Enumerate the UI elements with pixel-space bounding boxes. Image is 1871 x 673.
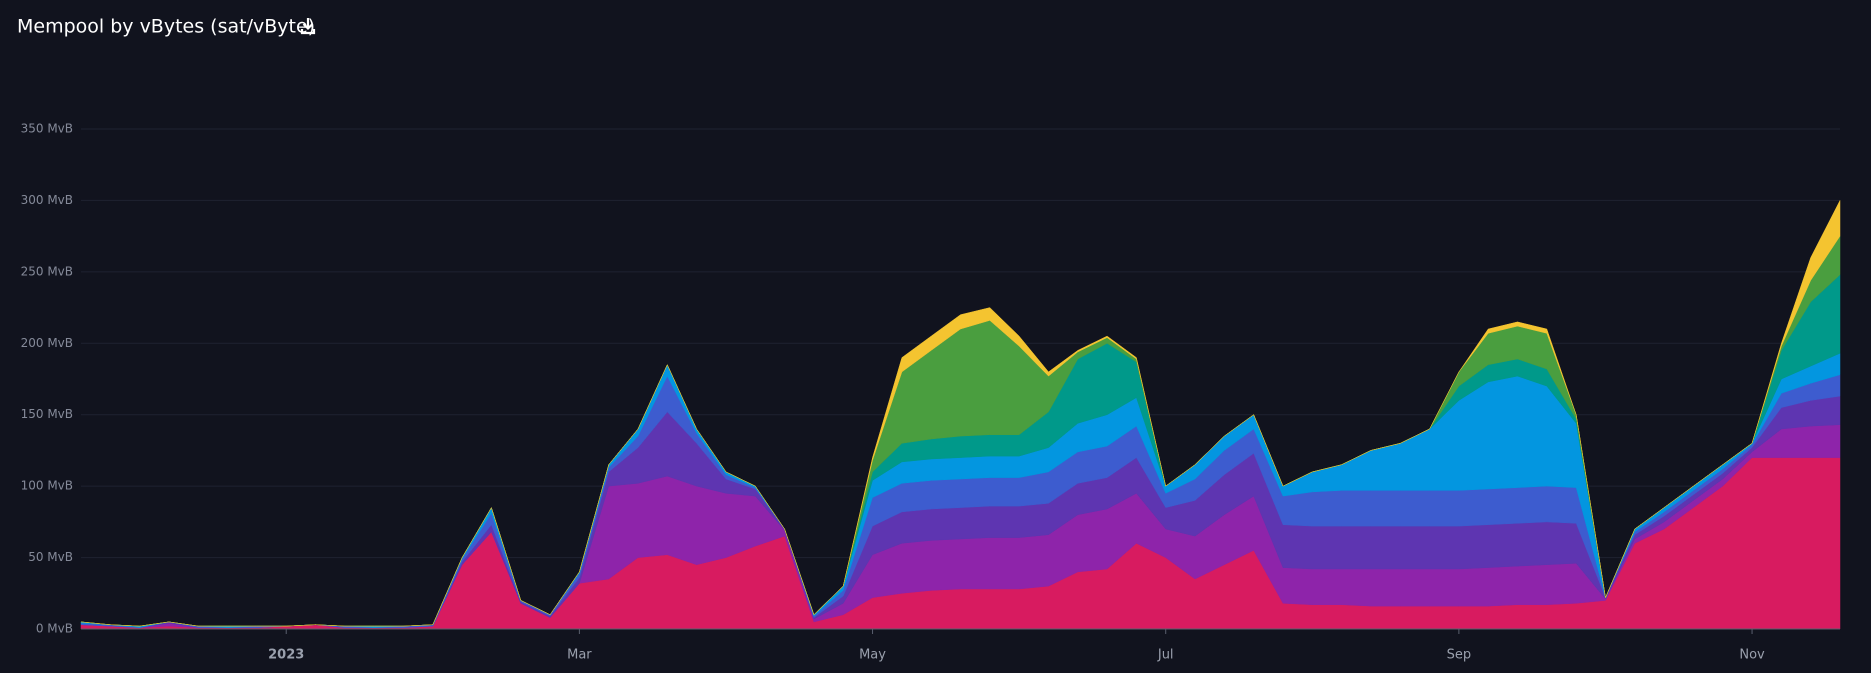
download-icon[interactable] [300, 18, 316, 35]
y-tick-label: 200 MvB [21, 336, 73, 350]
y-tick-label: 50 MvB [28, 550, 73, 564]
y-tick-label: 150 MvB [21, 407, 73, 421]
area [80, 200, 1841, 627]
y-tick-label: 300 MvB [21, 193, 73, 207]
y-tick-label: 100 MvB [21, 479, 73, 493]
x-tick-label: May [859, 648, 886, 663]
x-tick-label: 2023 [268, 648, 304, 663]
x-tick-label: Sep [1447, 648, 1472, 663]
y-tick-label: 0 MvB [36, 622, 73, 636]
x-tick-label: Mar [567, 648, 592, 663]
chart-title: Mempool by vBytes (sat/vByte) [17, 16, 315, 38]
y-tick-label: 250 MvB [21, 264, 73, 278]
x-tick-label: Jul [1157, 648, 1174, 663]
y-tick-label: 350 MvB [21, 122, 73, 136]
x-tick-label: Nov [1739, 648, 1765, 663]
